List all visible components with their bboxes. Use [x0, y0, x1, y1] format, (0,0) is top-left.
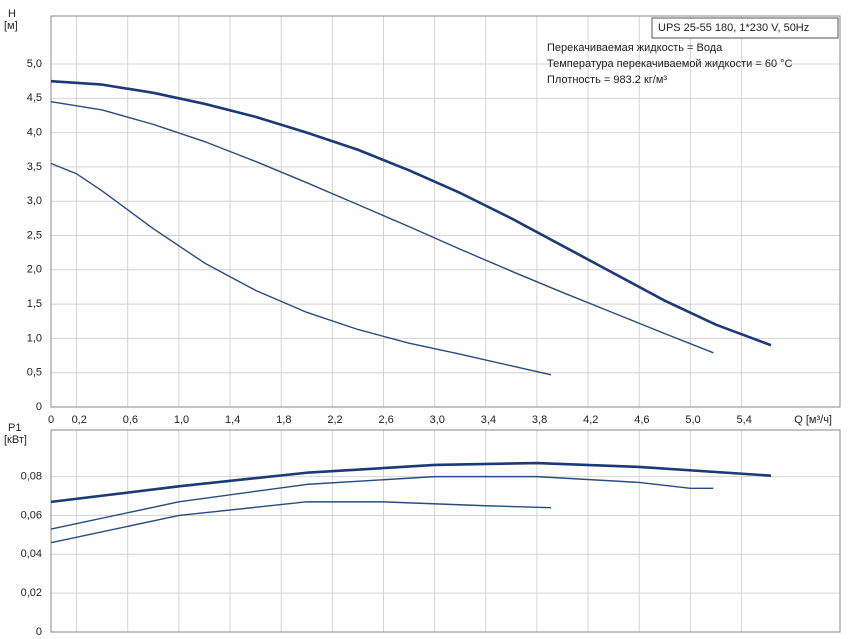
plot-frame [50, 15, 841, 408]
x-tick-label: 0,2 [72, 414, 87, 426]
annotation-title: UPS 25-55 180, 1*230 V, 50Hz [658, 22, 809, 34]
x-tick-label: 1,0 [174, 414, 189, 426]
annotation-line: Плотность = 983.2 кг/м³ [547, 74, 667, 86]
y-tick-label: 0 [36, 401, 42, 413]
y-axis-unit: [кВт] [4, 434, 27, 446]
x-tick-label: 2,6 [378, 414, 393, 426]
y-tick-label: 0,02 [21, 587, 42, 599]
y-tick-label: 1,0 [27, 332, 42, 344]
y-axis-label: P1 [8, 422, 21, 434]
x-tick-label: 5,0 [685, 414, 700, 426]
x-tick-label: 2,2 [327, 414, 342, 426]
y-tick-label: 0 [36, 626, 42, 638]
annotation-box [651, 17, 839, 39]
y-tick-label: 4,5 [27, 92, 42, 104]
x-tick-label: 4,2 [583, 414, 598, 426]
y-tick-label: 1,5 [27, 298, 42, 310]
x-tick-label: 5,4 [737, 414, 752, 426]
annotation-line: Перекачиваемая жидкость = Вода [547, 42, 723, 54]
x-tick-label: 4,6 [634, 414, 649, 426]
x-axis-label: Q [м³/ч] [794, 414, 832, 426]
x-tick-label: 1,8 [276, 414, 291, 426]
y-tick-label: 4,0 [27, 127, 42, 139]
x-tick-label: 3,0 [430, 414, 445, 426]
y-tick-label: 2,0 [27, 264, 42, 276]
y-tick-label: 3,0 [27, 195, 42, 207]
y-tick-label: 0,04 [21, 548, 42, 560]
y-tick-label: 0,06 [21, 509, 42, 521]
y-tick-label: 0,5 [27, 367, 42, 379]
curve [50, 101, 714, 354]
x-tick-label: 1,4 [225, 414, 240, 426]
x-tick-label: 0 [48, 414, 54, 426]
y-tick-label: 5,0 [27, 58, 42, 70]
curve [50, 501, 552, 544]
y-tick-label: 2,5 [27, 229, 42, 241]
plot-frame [50, 429, 841, 633]
x-tick-label: 0,6 [123, 414, 138, 426]
curve [50, 475, 714, 530]
y-axis-unit: [м] [4, 20, 18, 32]
curve [50, 79, 772, 347]
curve [50, 461, 772, 504]
y-axis-label: H [8, 8, 16, 20]
x-tick-label: 3,8 [532, 414, 547, 426]
curve [50, 162, 552, 376]
y-tick-label: 3,5 [27, 161, 42, 173]
annotation-line: Температура перекачиваемой жидкости = 60… [547, 58, 793, 70]
x-tick-label: 3,4 [481, 414, 496, 426]
y-tick-label: 0,08 [21, 471, 42, 483]
